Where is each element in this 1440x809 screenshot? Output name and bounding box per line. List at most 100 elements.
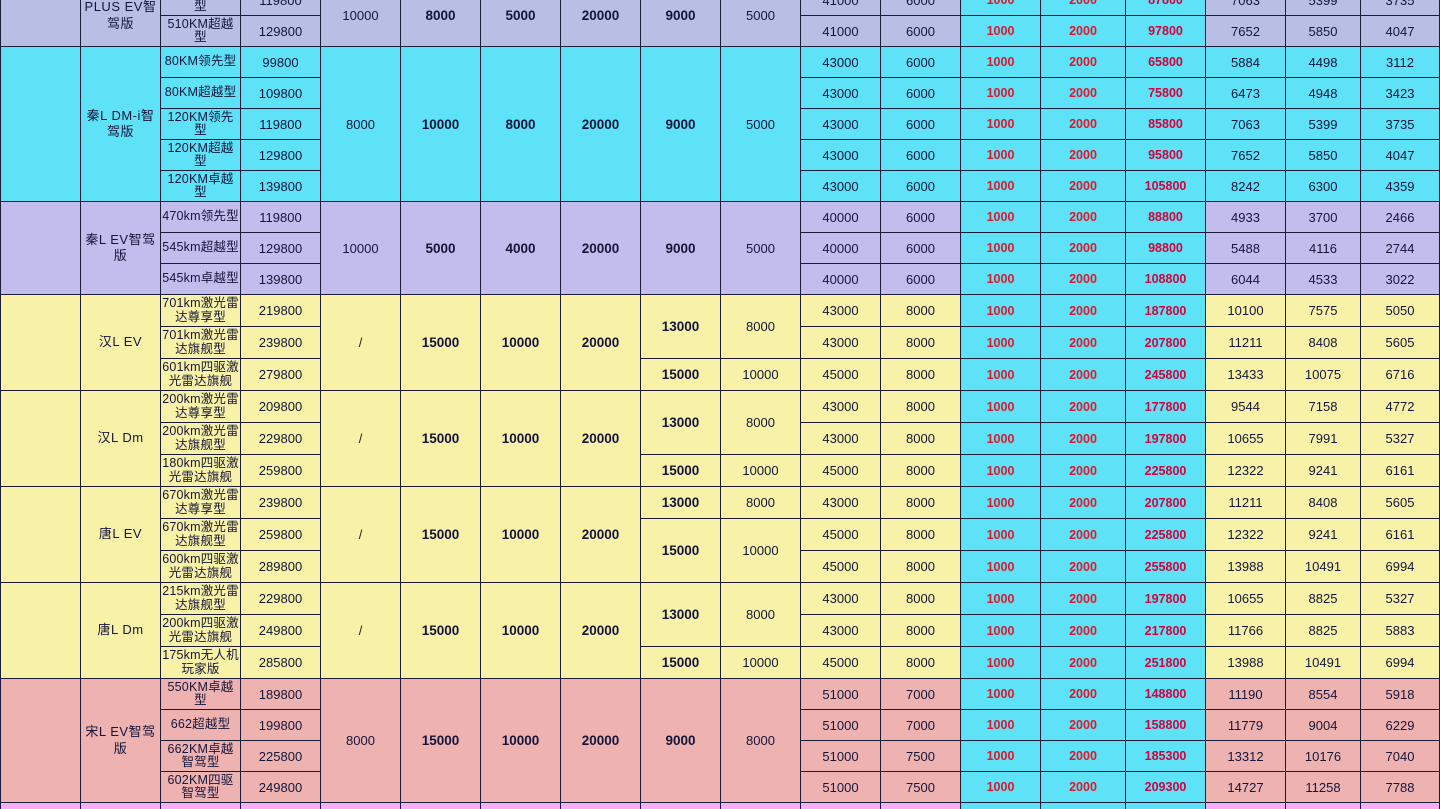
monthly-36-cell: 8825: [1285, 582, 1361, 615]
final-price-cell: 148800: [1125, 678, 1206, 710]
insurance-subsidy-cell: 40000: [800, 232, 881, 264]
table-row: 200km激光雷达旗舰型 229800 43000 8000 1000 2000 19780…: [1, 422, 1440, 455]
trim-name-cell: 120KM领先型: [160, 108, 241, 140]
extra-subsidy-b-cell: 2000: [1040, 802, 1126, 809]
extra-subsidy-b-cell: 2000: [1040, 15, 1126, 47]
insurance-subsidy-cell: 43000: [800, 139, 881, 171]
extra-subsidy-a-cell: 1000: [960, 678, 1041, 710]
table-row: 545km超越型 129800 40000 6000 1000 2000 98800 5488…: [1, 232, 1440, 264]
extra-subsidy-b-cell: 2000: [1040, 358, 1126, 391]
national-subsidy-cell: 20000: [560, 582, 641, 679]
national-subsidy-cell: 20000: [560, 390, 641, 487]
gift-package-cell: 8000: [880, 550, 961, 583]
extra-subsidy-b-cell: 2000: [1040, 550, 1126, 583]
down-payment-cell: 9544: [1205, 390, 1286, 423]
down-payment-cell: 7652: [1205, 139, 1286, 171]
monthly-60-cell: 5327: [1360, 582, 1440, 615]
vehicle-thumbnail-cell: [0, 390, 81, 487]
trim-name-cell: 80KM领先型: [160, 46, 241, 78]
final-price-cell: 158800: [1125, 709, 1206, 741]
monthly-60-cell: 6994: [1360, 550, 1440, 583]
monthly-60-cell: 4047: [1360, 15, 1440, 47]
monthly-36-cell: 11258: [1285, 771, 1361, 803]
extra-subsidy-b-cell: 2000: [1040, 139, 1126, 171]
national-subsidy-cell: 20000: [560, 678, 641, 803]
monthly-36-cell: 9241: [1285, 518, 1361, 551]
insurance-subsidy-cell: 41000: [800, 0, 881, 16]
trim-name-cell: 175km无人机玩家版: [160, 646, 241, 679]
monthly-60-cell: 4359: [1360, 170, 1440, 202]
monthly-36-cell: 4498: [1285, 46, 1361, 78]
down-payment-cell: 10655: [1205, 582, 1286, 615]
insurance-subsidy-cell: 38000: [800, 802, 881, 809]
extra-subsidy-a-cell: 1000: [960, 108, 1041, 140]
insurance-subsidy-cell: 45000: [800, 646, 881, 679]
extra-subsidy-a-cell: 1000: [960, 326, 1041, 359]
guide-price-cell: 249800: [240, 614, 321, 647]
down-payment-cell: 11211: [1205, 486, 1286, 519]
extra-subsidy-b-cell: 2000: [1040, 582, 1126, 615]
guide-price-cell: 102800: [240, 802, 321, 809]
table-row: 秦L DM-i智驾版 80KM领先型 99800 8000 10000 8000 20000…: [0, 46, 1440, 202]
scrap-subsidy-cell: [720, 802, 801, 809]
insurance-subsidy-cell: 43000: [800, 326, 881, 359]
table-row: 602KM四驱智驾型 249800 51000 7500 1000 2000 209300 1…: [1, 771, 1440, 803]
guide-price-cell: 129800: [240, 232, 321, 264]
replacement-subsidy-cell: 15000: [400, 582, 481, 679]
final-price-cell: 225800: [1125, 454, 1206, 487]
extra-subsidy-b-cell: 2000: [1040, 709, 1126, 741]
trim-name-cell: 601km四驱激光雷达旗舰: [160, 358, 241, 391]
monthly-36-cell: 4116: [1285, 232, 1361, 264]
monthly-36-cell: 10491: [1285, 550, 1361, 583]
extra-subsidy-a-cell: 1000: [960, 46, 1041, 78]
extra-subsidy-b-cell: 2000: [1040, 294, 1126, 327]
scrap-subsidy-cell: 10000: [720, 646, 801, 679]
final-price-cell: 207800: [1125, 326, 1206, 359]
gift-package-cell: 6000: [880, 46, 961, 78]
monthly-36-cell: 5850: [1285, 15, 1361, 47]
insurance-subsidy-cell: 45000: [800, 550, 881, 583]
gift-package-cell: 5700: [880, 802, 961, 809]
down-payment-cell: 11190: [1205, 678, 1286, 710]
final-price-cell: 255800: [1125, 550, 1206, 583]
vehicle-thumbnail-cell: [0, 46, 81, 202]
extra-subsidy-a-cell: 1000: [960, 77, 1041, 109]
monthly-36-cell: 4948: [1285, 77, 1361, 109]
gift-package-cell: 8000: [880, 486, 961, 519]
monthly-36-cell: 9241: [1285, 454, 1361, 487]
insurance-subsidy-cell: 51000: [800, 771, 881, 803]
insurance-subsidy-cell: 45000: [800, 358, 881, 391]
table-row: 670km激光雷达旗舰型 259800 15000 10000 45000 8000 100…: [1, 518, 1440, 583]
final-price-cell: 197800: [1125, 582, 1206, 615]
trade-in-subsidy-cell: 15000: [640, 518, 721, 583]
final-price-cell: 177800: [1125, 390, 1206, 423]
table-row: 唐L EV 670km激光雷达尊享型 239800/15000 10000 20000 1…: [0, 486, 1440, 583]
extra-subsidy-a-cell: 1000: [960, 422, 1041, 455]
insurance-subsidy-cell: 43000: [800, 390, 881, 423]
insurance-subsidy-cell: 51000: [800, 678, 881, 710]
trim-name-cell: 200km激光雷达尊享型: [160, 390, 241, 423]
monthly-36-cell: 10491: [1285, 646, 1361, 679]
extra-subsidy-a-cell: 1000: [960, 646, 1041, 679]
down-payment-cell: 8242: [1205, 170, 1286, 202]
guide-price-cell: 129800: [240, 139, 321, 171]
down-payment-cell: 11211: [1205, 326, 1286, 359]
gift-package-cell: 8000: [880, 454, 961, 487]
down-payment-cell: 6044: [1205, 263, 1286, 295]
extra-subsidy-a-cell: 1000: [960, 201, 1041, 233]
insurance-subsidy-cell: 43000: [800, 422, 881, 455]
finance-subsidy-cell: 10000: [480, 294, 561, 391]
down-payment-cell: 7063: [1205, 0, 1286, 16]
guide-price-cell: 259800: [240, 454, 321, 487]
guide-price-cell: 229800: [240, 422, 321, 455]
extra-subsidy-b-cell: 2000: [1040, 678, 1126, 710]
extra-subsidy-b-cell: 2000: [1040, 614, 1126, 647]
trade-in-subsidy-cell: 15000: [640, 646, 721, 679]
guide-price-cell: 239800: [240, 486, 321, 519]
replacement-subsidy-cell: 15000: [400, 486, 481, 583]
guide-price-cell: 285800: [240, 646, 321, 679]
vehicle-series-name: 汉L Dm: [80, 390, 161, 487]
trim-name-cell: 200km四驱激光雷达旗舰: [160, 614, 241, 647]
extra-subsidy-a-cell: 1000: [960, 232, 1041, 264]
monthly-60-cell: 6161: [1360, 454, 1440, 487]
